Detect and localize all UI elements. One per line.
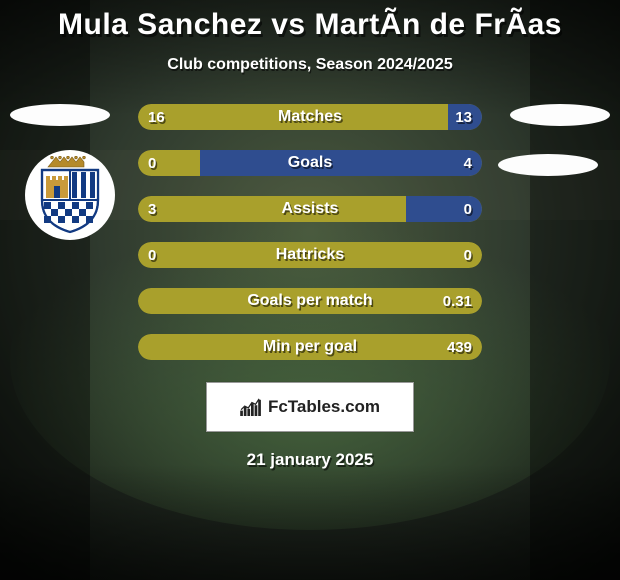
stats-area: 16 Matches 13 0 Goals 4 3 Assists 0 xyxy=(0,104,620,470)
bar-left-fill xyxy=(138,242,482,268)
bar-right-fill xyxy=(448,104,482,130)
stat-row-matches: 16 Matches 13 xyxy=(138,104,482,130)
fctables-logo-icon xyxy=(240,398,262,416)
stat-row-goals: 0 Goals 4 xyxy=(138,150,482,176)
player-right-club-slot xyxy=(498,154,598,176)
subtitle: Club competitions, Season 2024/2025 xyxy=(0,56,620,74)
page-title: Mula Sanchez vs MartÃ­n de FrÃ­as xyxy=(0,8,620,42)
stat-row-goals-per-match: Goals per match 0.31 xyxy=(138,288,482,314)
player-left-photo-slot xyxy=(10,104,110,126)
bar-right-fill xyxy=(200,150,482,176)
infographic-date: 21 january 2025 xyxy=(0,450,620,470)
bar-left-fill xyxy=(138,334,482,360)
bar-left-fill xyxy=(138,104,482,130)
fctables-brand-text: FcTables.com xyxy=(268,397,380,417)
bar-right-fill xyxy=(406,196,482,222)
stat-row-assists: 3 Assists 0 xyxy=(138,196,482,222)
fctables-widget[interactable]: FcTables.com xyxy=(206,382,414,432)
stat-row-hattricks: 0 Hattricks 0 xyxy=(138,242,482,268)
bar-left-fill xyxy=(138,288,482,314)
stat-bars: 16 Matches 13 0 Goals 4 3 Assists 0 xyxy=(138,104,482,360)
player-right-photo-slot xyxy=(510,104,610,126)
club-badge-left xyxy=(25,150,115,240)
stat-row-min-per-goal: Min per goal 439 xyxy=(138,334,482,360)
